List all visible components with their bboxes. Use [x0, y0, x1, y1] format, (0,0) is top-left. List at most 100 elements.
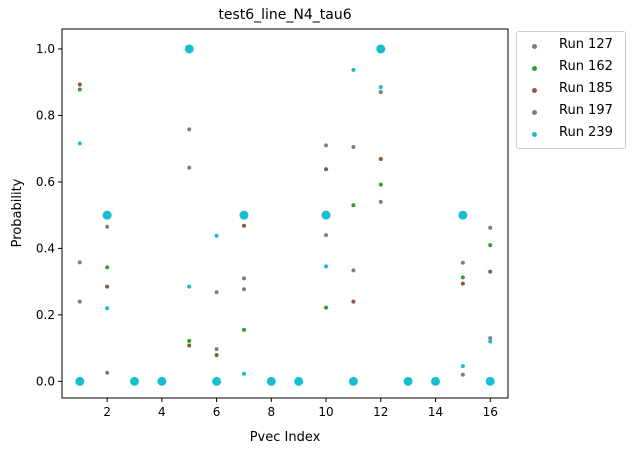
- y-tick-label: 0.2: [36, 308, 55, 322]
- data-point-run-0: [460, 260, 465, 265]
- x-tick-label: 8: [267, 405, 275, 419]
- data-point-run-1: [241, 327, 246, 332]
- data-point-run-0: [488, 225, 493, 230]
- data-point-run-3: [378, 199, 383, 204]
- data-point-run-4: [105, 306, 110, 311]
- chart-title: test6_line_N4_tau6: [218, 7, 351, 23]
- highlight-point: [430, 376, 440, 386]
- data-point-run-3: [351, 268, 356, 273]
- legend-marker: [532, 44, 537, 49]
- highlight-point: [212, 376, 222, 386]
- highlight-point: [376, 44, 386, 54]
- data-point-run-2: [351, 299, 356, 304]
- legend-label: Run 185: [559, 81, 613, 96]
- highlight-point: [485, 376, 495, 386]
- highlight-point: [294, 376, 304, 386]
- legend-item: Run 185: [517, 80, 625, 102]
- x-axis-label: Pvec Index: [250, 430, 321, 445]
- data-point-run-4: [351, 67, 356, 72]
- data-point-run-2: [214, 353, 219, 358]
- data-point-run-2: [378, 156, 383, 161]
- highlight-point: [239, 210, 249, 220]
- y-axis-label: Probability: [10, 178, 25, 247]
- legend-marker: [532, 66, 537, 71]
- legend-item: Run 239: [517, 124, 625, 146]
- data-point-run-4: [187, 284, 192, 289]
- legend: Run 127 Run 162 Run 185 Run 197 Run 239: [516, 31, 626, 149]
- data-point-run-2: [460, 281, 465, 286]
- legend-item: Run 197: [517, 102, 625, 124]
- data-point-run-4: [324, 264, 329, 269]
- data-point-run-0: [187, 127, 192, 132]
- y-tick-label: 0.4: [36, 241, 55, 255]
- y-tick-label: 0.8: [36, 108, 55, 122]
- legend-marker: [532, 110, 537, 115]
- highlight-point: [458, 210, 468, 220]
- legend-marker: [532, 88, 537, 93]
- legend-label: Run 197: [559, 103, 613, 118]
- data-point-run-4: [77, 141, 82, 146]
- data-point-run-1: [105, 265, 110, 270]
- data-point-run-2: [77, 82, 82, 87]
- data-point-run-0: [214, 347, 219, 352]
- data-point-run-4: [241, 371, 246, 376]
- x-tick-label: 10: [318, 405, 333, 419]
- y-tick-label: 0.6: [36, 175, 55, 189]
- legend-label: Run 162: [559, 59, 613, 74]
- data-point-run-3: [77, 260, 82, 265]
- highlight-point: [403, 376, 413, 386]
- data-point-run-3: [460, 372, 465, 377]
- data-point-run-3: [214, 290, 219, 295]
- data-point-run-2: [488, 269, 493, 274]
- data-point-run-0: [324, 143, 329, 148]
- data-point-run-1: [351, 203, 356, 208]
- data-point-run-0: [105, 224, 110, 229]
- x-tick-label: 12: [373, 405, 388, 419]
- data-point-run-1: [378, 182, 383, 187]
- highlight-point: [75, 376, 85, 386]
- data-point-run-3: [324, 233, 329, 238]
- data-point-run-4: [460, 364, 465, 369]
- highlight-point: [348, 376, 358, 386]
- data-point-run-0: [351, 145, 356, 150]
- data-point-run-4: [378, 85, 383, 90]
- legend-label: Run 239: [559, 125, 613, 140]
- data-point-run-3: [105, 370, 110, 375]
- x-tick-label: 6: [213, 405, 221, 419]
- data-point-run-4: [488, 339, 493, 344]
- legend-item: Run 127: [517, 36, 625, 58]
- highlight-point: [102, 210, 112, 220]
- plot-frame: [61, 28, 509, 399]
- legend-marker: [532, 132, 537, 137]
- data-point-run-0: [241, 276, 246, 281]
- legend-item: Run 162: [517, 58, 625, 80]
- data-point-run-1: [460, 275, 465, 280]
- y-tick-label: 1.0: [36, 42, 55, 56]
- x-tick-label: 4: [158, 405, 166, 419]
- y-tick-label: 0.0: [36, 374, 55, 388]
- data-point-run-2: [324, 167, 329, 172]
- highlight-point: [266, 376, 276, 386]
- data-point-run-0: [378, 90, 383, 95]
- data-point-run-3: [241, 287, 246, 292]
- data-point-run-0: [77, 299, 82, 304]
- highlight-point: [184, 44, 194, 54]
- data-point-run-1: [187, 338, 192, 343]
- data-point-run-2: [187, 343, 192, 348]
- data-point-run-2: [105, 284, 110, 289]
- x-tick-label: 2: [103, 405, 111, 419]
- data-point-run-3: [187, 165, 192, 170]
- data-point-run-2: [241, 223, 246, 228]
- data-point-run-1: [77, 87, 82, 92]
- data-point-run-1: [488, 243, 493, 248]
- highlight-point: [130, 376, 140, 386]
- legend-label: Run 127: [559, 37, 613, 52]
- highlight-point: [157, 376, 167, 386]
- x-tick-label: 14: [428, 405, 443, 419]
- x-tick-label: 16: [483, 405, 498, 419]
- data-point-run-4: [214, 233, 219, 238]
- highlight-point: [321, 210, 331, 220]
- data-point-run-3: [488, 336, 493, 341]
- data-point-run-1: [324, 305, 329, 310]
